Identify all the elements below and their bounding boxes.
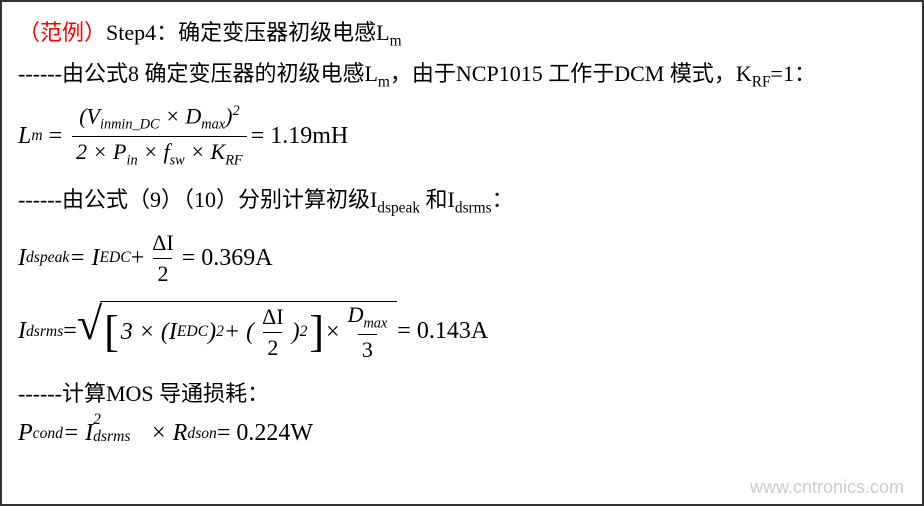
rbracket-icon: ]: [307, 310, 326, 354]
f2-eq: = I: [69, 245, 99, 272]
f3-frac1: ΔI 2: [258, 304, 287, 361]
f3-f2n: Dmax: [344, 302, 392, 334]
f2-lhs: I: [18, 245, 26, 272]
f3-ib: ): [208, 319, 216, 346]
f1db: × f: [138, 139, 170, 164]
f2-lhs-sub: dspeak: [26, 249, 69, 267]
f1-num: (Vinmin_DC × Dmax)2: [75, 103, 243, 136]
f1da: 2 × P: [76, 139, 126, 164]
l1a: 由公式8 确定变压器的初级电感L: [62, 61, 378, 86]
f3-id: ): [292, 319, 300, 346]
f1dbs: sw: [170, 152, 185, 168]
formula-idspeak: Idspeak = IEDC + ΔI 2 = 0.369A: [18, 230, 906, 287]
l2b-sub: dsrms: [455, 200, 492, 217]
title-line: （范例）Step4：确定变压器初级电感Lm: [18, 16, 906, 53]
f4-result: = 0.224W: [217, 420, 313, 447]
f3-ia: 3 × (I: [121, 319, 177, 346]
f3-sqrt: √ [ 3 × (IEDC)2 + ( ΔI 2 )2 ] × Dmax 3: [77, 301, 397, 363]
f4-eq-sub: dsrms: [93, 428, 130, 446]
f1-eq: =: [43, 123, 69, 150]
f1nas: inmin_DC: [100, 117, 160, 133]
f1-result: = 1.19mH: [251, 123, 349, 150]
l2b: 和I: [420, 187, 455, 212]
dashes-3: ------: [18, 381, 62, 406]
l2a-sub: dspeak: [377, 200, 420, 217]
f3-lhs-sub: dsrms: [26, 323, 63, 341]
f4-mid-sub: dson: [187, 425, 216, 443]
f3-ids: 2: [300, 323, 308, 341]
f4-eq: = I: [63, 420, 93, 447]
f2-frac: ΔI 2: [148, 230, 177, 287]
l1c: =1：: [771, 61, 816, 86]
f3-f2d: 3: [358, 334, 377, 363]
document-page: （范例）Step4：确定变压器初级电感Lm ------由公式8 确定变压器的初…: [0, 0, 924, 506]
f3-f1n: ΔI: [258, 304, 287, 332]
f1na: (V: [79, 103, 100, 128]
l2c: ：: [492, 187, 514, 212]
desc-line-2: ------由公式（9）（10）分别计算初级Idspeak 和Idsrms：: [18, 183, 906, 220]
f2-result: = 0.369A: [182, 245, 273, 272]
f3-ic: + (: [224, 319, 254, 346]
f1-lhs-sub: m: [31, 127, 42, 145]
formula-pcond: Pcond = I2dsrmsdsrms × Rdson = 0.224W: [18, 420, 906, 447]
l2a: 由公式（9）（10）分别计算初级I: [62, 187, 377, 212]
f1nbs: max: [201, 117, 225, 133]
step-title: Step4：确定变压器初级电感L: [106, 20, 390, 45]
f1-den: 2 × Pin × fsw × KRF: [72, 136, 247, 169]
l1a-sub: m: [378, 73, 390, 90]
f2-num: ΔI: [148, 230, 177, 258]
f3-lhs: I: [18, 318, 26, 345]
f2-den: 2: [153, 258, 172, 287]
desc-line-1: ------由公式8 确定变压器的初级电感Lm，由于NCP1015 工作于DCM…: [18, 57, 906, 94]
desc-line-3: ------计算MOS 导通损耗：: [18, 377, 906, 410]
l1b: ，由于NCP1015 工作于DCM 模式，K: [390, 61, 752, 86]
f3-sqrt-body: [ 3 × (IEDC)2 + ( ΔI 2 )2 ] × Dmax 3: [100, 301, 397, 363]
f3-ibs: 2: [216, 323, 224, 341]
f1dc: × K: [185, 139, 226, 164]
f3-times: ×: [326, 319, 340, 346]
f1dcs: RF: [225, 152, 242, 168]
lbracket-icon: [: [102, 310, 121, 354]
example-prefix: （范例）: [18, 20, 106, 45]
f4-lhs-sub: cond: [33, 425, 63, 443]
f3-result: = 0.143A: [397, 318, 488, 345]
f4-lhs: P: [18, 420, 33, 447]
dashes-2: ------: [18, 187, 62, 212]
f3-f2na: D: [348, 302, 364, 327]
f3-f2ns: max: [363, 315, 387, 331]
f3-frac2: Dmax 3: [344, 302, 392, 363]
l1b-sub: RF: [752, 73, 771, 90]
f2-eq-sub: EDC: [100, 249, 131, 267]
f3-eq: =: [63, 318, 77, 345]
f1-lhs: L: [18, 123, 31, 150]
watermark: www.cntronics.com: [750, 477, 904, 498]
f4-eq-sup: 2: [93, 411, 101, 429]
f3-f1d: 2: [263, 332, 282, 361]
f1-frac: (Vinmin_DC × Dmax)2 2 × Pin × fsw × KRF: [72, 103, 247, 169]
formula-lm: Lm = (Vinmin_DC × Dmax)2 2 × Pin × fsw ×…: [18, 103, 906, 169]
f4-mid: × R: [151, 420, 188, 447]
f1nsup: 2: [232, 103, 239, 119]
formula-idsrms: Idsrms = √ [ 3 × (IEDC)2 + ( ΔI 2 )2 ] ×…: [18, 301, 906, 363]
sqrt-icon: √: [77, 301, 102, 363]
step-title-sub: m: [390, 32, 402, 49]
f2-plus: +: [131, 245, 145, 272]
f1nb: × D: [160, 103, 202, 128]
f1das: in: [126, 152, 137, 168]
f3-ias: EDC: [177, 323, 208, 341]
dashes-1: ------: [18, 61, 62, 86]
l3: 计算MOS 导通损耗：: [62, 381, 269, 406]
